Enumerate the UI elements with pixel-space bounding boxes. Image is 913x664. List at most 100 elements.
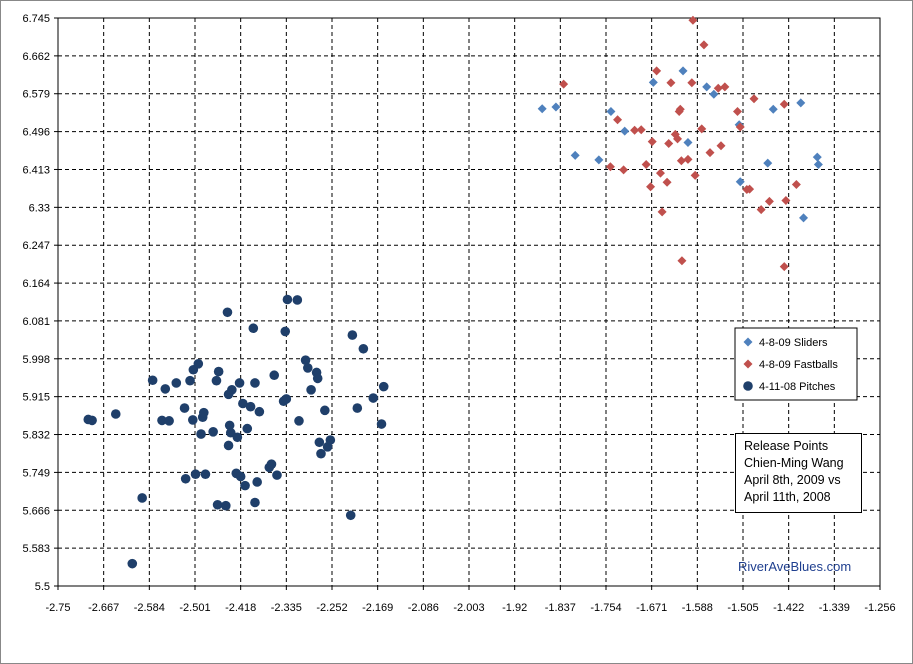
data-point <box>683 138 693 148</box>
data-point <box>294 416 304 426</box>
data-point <box>352 403 363 413</box>
legend-marker <box>743 359 753 369</box>
data-point <box>779 262 789 272</box>
data-point <box>690 170 700 180</box>
data-point <box>676 156 686 166</box>
data-point <box>320 405 330 416</box>
data-point <box>232 432 243 443</box>
data-point <box>605 162 615 172</box>
data-point <box>234 378 245 388</box>
y-tick-label: 5.5 <box>35 581 50 593</box>
series-1 <box>537 66 823 223</box>
data-point <box>641 159 651 169</box>
x-tick-label: -1.671 <box>636 602 667 614</box>
data-point <box>675 104 685 114</box>
data-point <box>735 177 745 187</box>
data-point <box>813 159 823 169</box>
y-tick-label: 5.998 <box>22 354 50 366</box>
y-axis-ticks: 6.745 6.662 6.579 6.496 6.413 6.33 6.247 6.164 6… <box>22 13 58 593</box>
grid-layer <box>58 18 880 586</box>
data-point <box>606 107 616 117</box>
data-point <box>302 363 313 373</box>
data-point <box>110 409 121 419</box>
data-point <box>211 375 222 386</box>
data-point <box>345 510 356 521</box>
legend-label: 4-8-09 Sliders <box>759 337 828 349</box>
legend-marker <box>743 381 753 391</box>
data-point <box>235 471 246 482</box>
y-tick-label: 6.496 <box>22 127 50 139</box>
data-point <box>732 107 742 117</box>
y-tick-label: 6.745 <box>22 13 50 25</box>
x-tick-label: -2.667 <box>88 602 119 614</box>
data-point <box>705 148 715 158</box>
y-tick-label: 6.081 <box>22 316 50 328</box>
data-point <box>764 196 774 206</box>
y-tick-label: 5.832 <box>22 430 50 442</box>
data-point <box>613 115 623 125</box>
x-tick-label: -2.418 <box>225 602 256 614</box>
data-point <box>314 437 325 448</box>
data-point <box>238 398 248 409</box>
data-point <box>250 497 260 508</box>
data-point <box>222 307 233 318</box>
x-tick-label: -1.256 <box>864 602 895 614</box>
x-tick-label: -1.339 <box>819 602 850 614</box>
y-tick-label: 5.915 <box>22 392 50 404</box>
data-point <box>648 77 658 87</box>
data-point <box>306 385 316 395</box>
data-point <box>224 420 235 431</box>
y-tick-label: 6.579 <box>22 89 50 101</box>
data-point <box>646 182 656 192</box>
y-tick-label: 6.164 <box>22 278 50 290</box>
data-point <box>266 459 277 469</box>
data-point <box>713 83 723 93</box>
data-point <box>697 124 707 134</box>
data-point <box>378 381 389 392</box>
data-point <box>223 389 234 400</box>
x-tick-label: -1.588 <box>682 602 713 614</box>
legend: 4-8-09 Sliders 4-8-09 Fastballs 4-11-08 Pi… <box>734 327 858 401</box>
data-point <box>664 138 674 148</box>
data-point <box>300 355 311 365</box>
data-point <box>673 134 683 144</box>
data-point <box>240 480 250 491</box>
data-point <box>160 384 171 394</box>
data-point <box>779 99 789 109</box>
annotation-line-4: April 11th, 2008 <box>744 490 831 504</box>
x-tick-label: -2.003 <box>453 602 484 614</box>
x-tick-label: -2.335 <box>271 602 302 614</box>
data-point <box>791 180 801 190</box>
data-point <box>292 295 303 305</box>
data-point <box>657 207 667 217</box>
data-point <box>208 426 218 437</box>
data-point <box>636 125 646 135</box>
data-point <box>171 378 182 388</box>
data-point <box>190 469 201 480</box>
legend-marker <box>743 337 753 347</box>
y-tick-label: 6.662 <box>22 51 50 63</box>
data-point <box>325 435 336 445</box>
data-point <box>368 393 379 403</box>
data-point <box>655 168 665 178</box>
data-point <box>768 104 778 114</box>
data-point <box>242 423 253 434</box>
y-tick-label: 6.33 <box>29 202 50 214</box>
data-point <box>594 155 604 165</box>
data-point <box>180 473 191 484</box>
data-point <box>537 104 547 114</box>
data-point <box>799 213 809 223</box>
data-point <box>652 66 662 76</box>
annotation-line-2: Chien-Ming Wang <box>744 456 844 470</box>
data-point <box>316 448 326 459</box>
data-point <box>164 416 174 426</box>
x-axis-ticks: -2.75 -2.667 -2.584 -2.501 -2.418 -2.335 -2.25… <box>45 586 896 614</box>
data-point <box>200 469 211 480</box>
data-point <box>157 415 167 426</box>
data-point <box>147 375 158 386</box>
data-point <box>570 150 580 160</box>
data-point <box>756 205 766 215</box>
data-point <box>127 558 138 569</box>
x-tick-label: -2.086 <box>408 602 439 614</box>
data-point <box>559 79 569 89</box>
